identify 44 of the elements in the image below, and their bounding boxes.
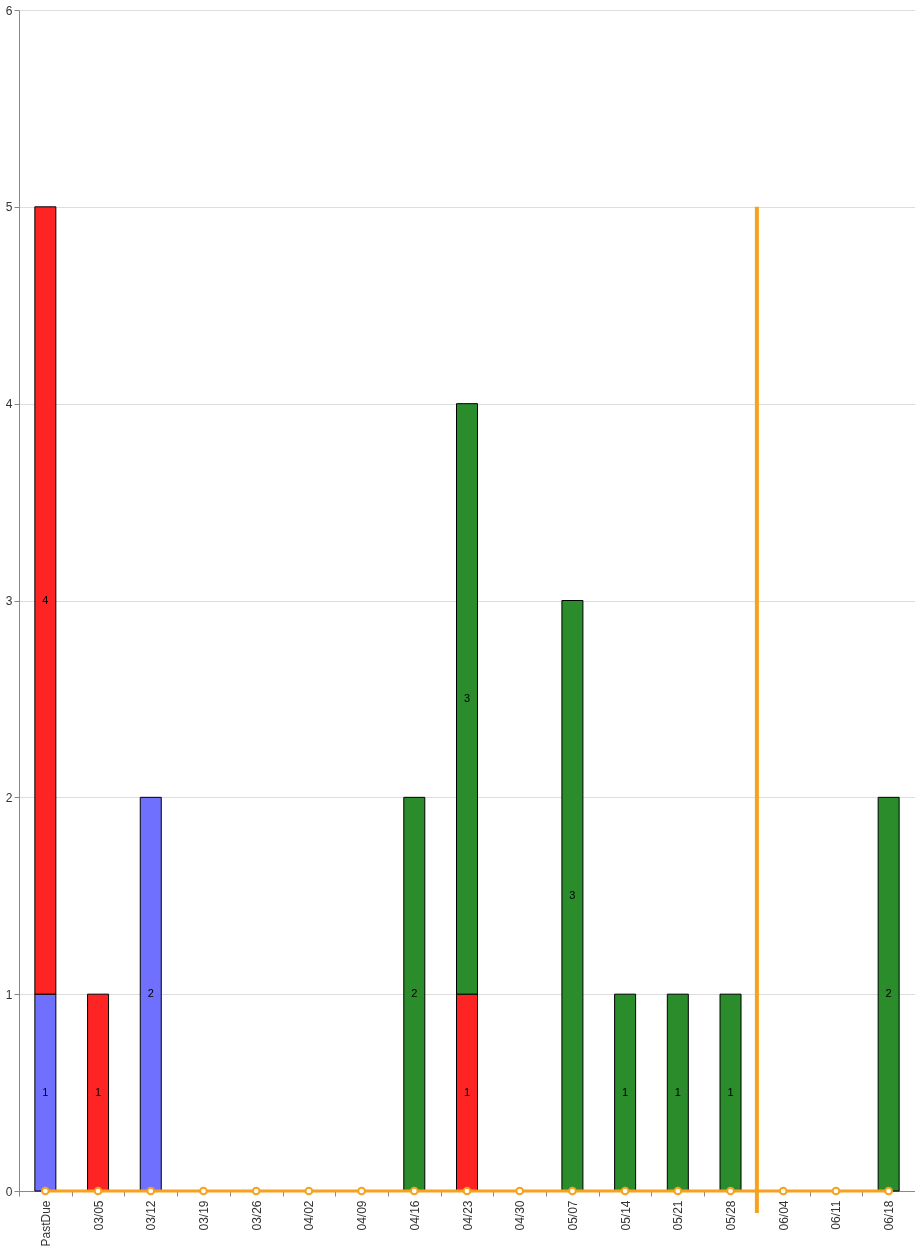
data-label: 1 xyxy=(727,1085,734,1098)
x-tick-label: PastDue xyxy=(38,1200,53,1247)
y-tick-label: 1 xyxy=(5,987,13,1002)
x-tick-label: 04/09 xyxy=(355,1200,370,1231)
x-tick-label: 04/23 xyxy=(460,1200,475,1231)
x-tick-label: 05/28 xyxy=(724,1200,739,1231)
bar xyxy=(719,993,742,1192)
x-tick-label: 03/26 xyxy=(249,1200,264,1231)
x-tick-label: 04/30 xyxy=(513,1200,528,1231)
x-tick-label: 05/07 xyxy=(565,1200,580,1231)
y-tick-label: 4 xyxy=(5,397,13,412)
x-tick-label: 03/19 xyxy=(196,1200,211,1231)
y-tick-label: 5 xyxy=(5,200,13,215)
bar xyxy=(403,796,426,1192)
y-tick-label: 2 xyxy=(5,790,13,805)
bar xyxy=(614,993,637,1192)
bar xyxy=(561,600,584,1192)
x-tick-label: 05/14 xyxy=(618,1200,633,1231)
data-label: 1 xyxy=(42,1085,49,1098)
data-label: 1 xyxy=(622,1085,629,1098)
x-tick-label: 03/12 xyxy=(144,1200,159,1231)
data-label: 3 xyxy=(569,888,576,901)
data-label: 3 xyxy=(463,691,471,704)
data-label: 1 xyxy=(95,1085,102,1098)
data-label: 1 xyxy=(674,1085,681,1098)
x-tick-label: 06/18 xyxy=(882,1200,897,1231)
data-label: 2 xyxy=(411,987,418,1000)
y-tick-label: 6 xyxy=(5,3,13,18)
x-tick-label: 06/04 xyxy=(776,1200,791,1231)
y-tick-label: 3 xyxy=(5,594,13,608)
x-tick-label: 04/02 xyxy=(302,1200,317,1231)
data-label: 2 xyxy=(885,987,892,1000)
data-label: 2 xyxy=(147,987,154,1000)
x-tick-label: 06/11 xyxy=(829,1200,844,1230)
data-label: 4 xyxy=(42,593,49,606)
bar xyxy=(87,993,110,1192)
x-tick-label: 05/21 xyxy=(671,1200,686,1231)
bar xyxy=(139,796,162,1192)
x-tick-label: 04/16 xyxy=(407,1200,422,1231)
bar xyxy=(877,796,900,1192)
bar xyxy=(666,993,689,1192)
data-label: 1 xyxy=(463,1085,471,1098)
y-tick-label: 0 xyxy=(5,1184,13,1199)
x-tick-label: 03/05 xyxy=(91,1200,106,1231)
